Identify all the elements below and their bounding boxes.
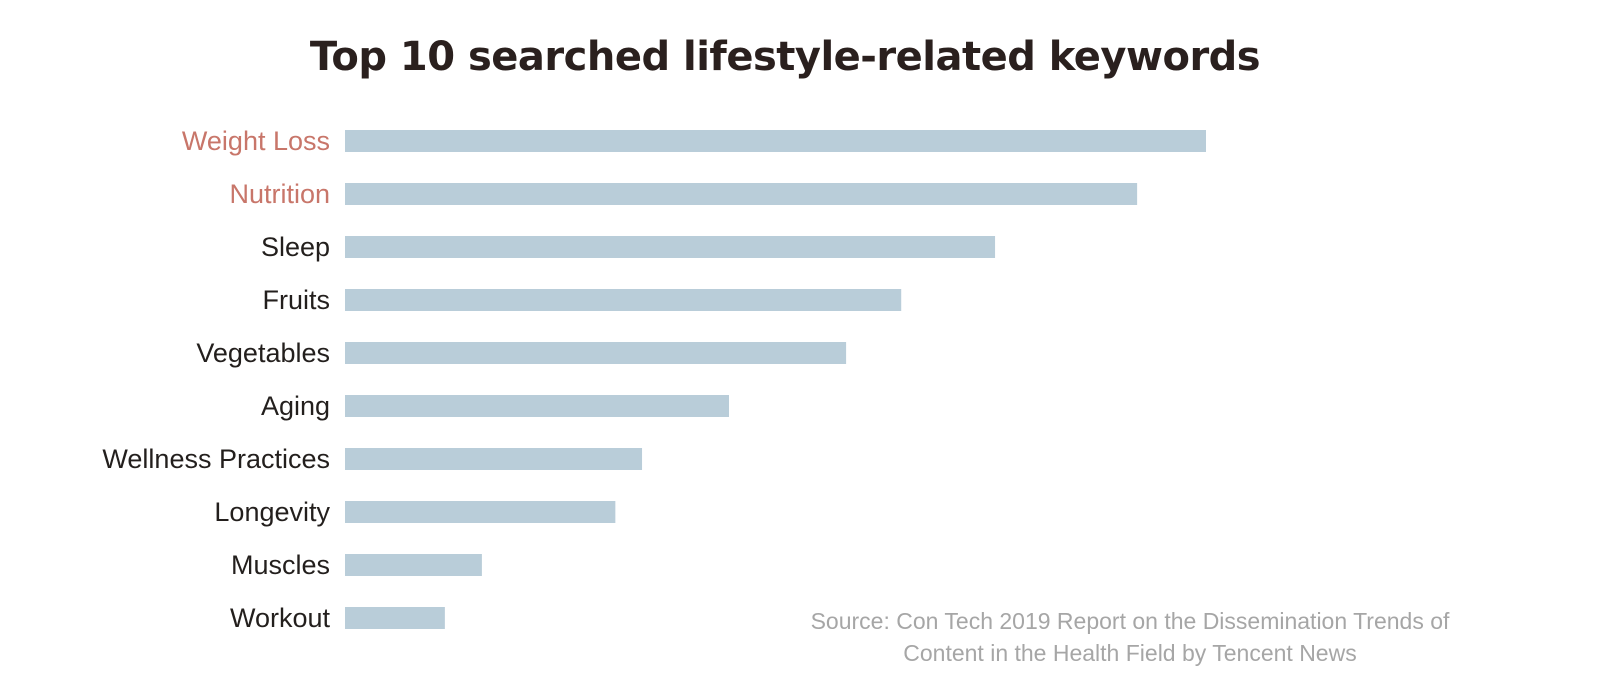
bar-fruits [345,289,902,311]
category-label-nutrition: Nutrition [229,179,330,209]
source-line-1: Source: Con Tech 2019 Report on the Diss… [810,608,1450,634]
source-line-2: Content in the Health Field by Tencent N… [903,640,1357,666]
bar-weight-loss [345,130,1206,152]
category-label-muscles: Muscles [231,550,330,580]
category-label-wellness-practices: Wellness Practices [102,444,330,474]
bar-muscles [345,554,482,576]
bar-nutrition [345,183,1138,205]
bar-aging [345,395,730,417]
source-note: Source: Con Tech 2019 Report on the Diss… [760,605,1500,669]
category-label-sleep: Sleep [261,232,330,262]
bar-longevity [345,501,616,523]
category-label-vegetables: Vegetables [196,338,330,368]
bars-layer [345,130,1206,629]
bar-workout [345,607,445,629]
bar-sleep [345,236,996,258]
category-label-weight-loss: Weight Loss [182,126,330,156]
category-labels: Weight Loss Nutrition Sleep Fruits Vegetable… [102,126,330,633]
category-label-longevity: Longevity [214,497,330,527]
chart-title: Top 10 searched lifestyle-related keywor… [309,34,1261,80]
category-label-fruits: Fruits [263,285,331,315]
bar-wellness-practices [345,448,643,470]
category-label-aging: Aging [261,391,330,421]
bar-vegetables [345,342,847,364]
category-label-workout: Workout [230,603,331,633]
